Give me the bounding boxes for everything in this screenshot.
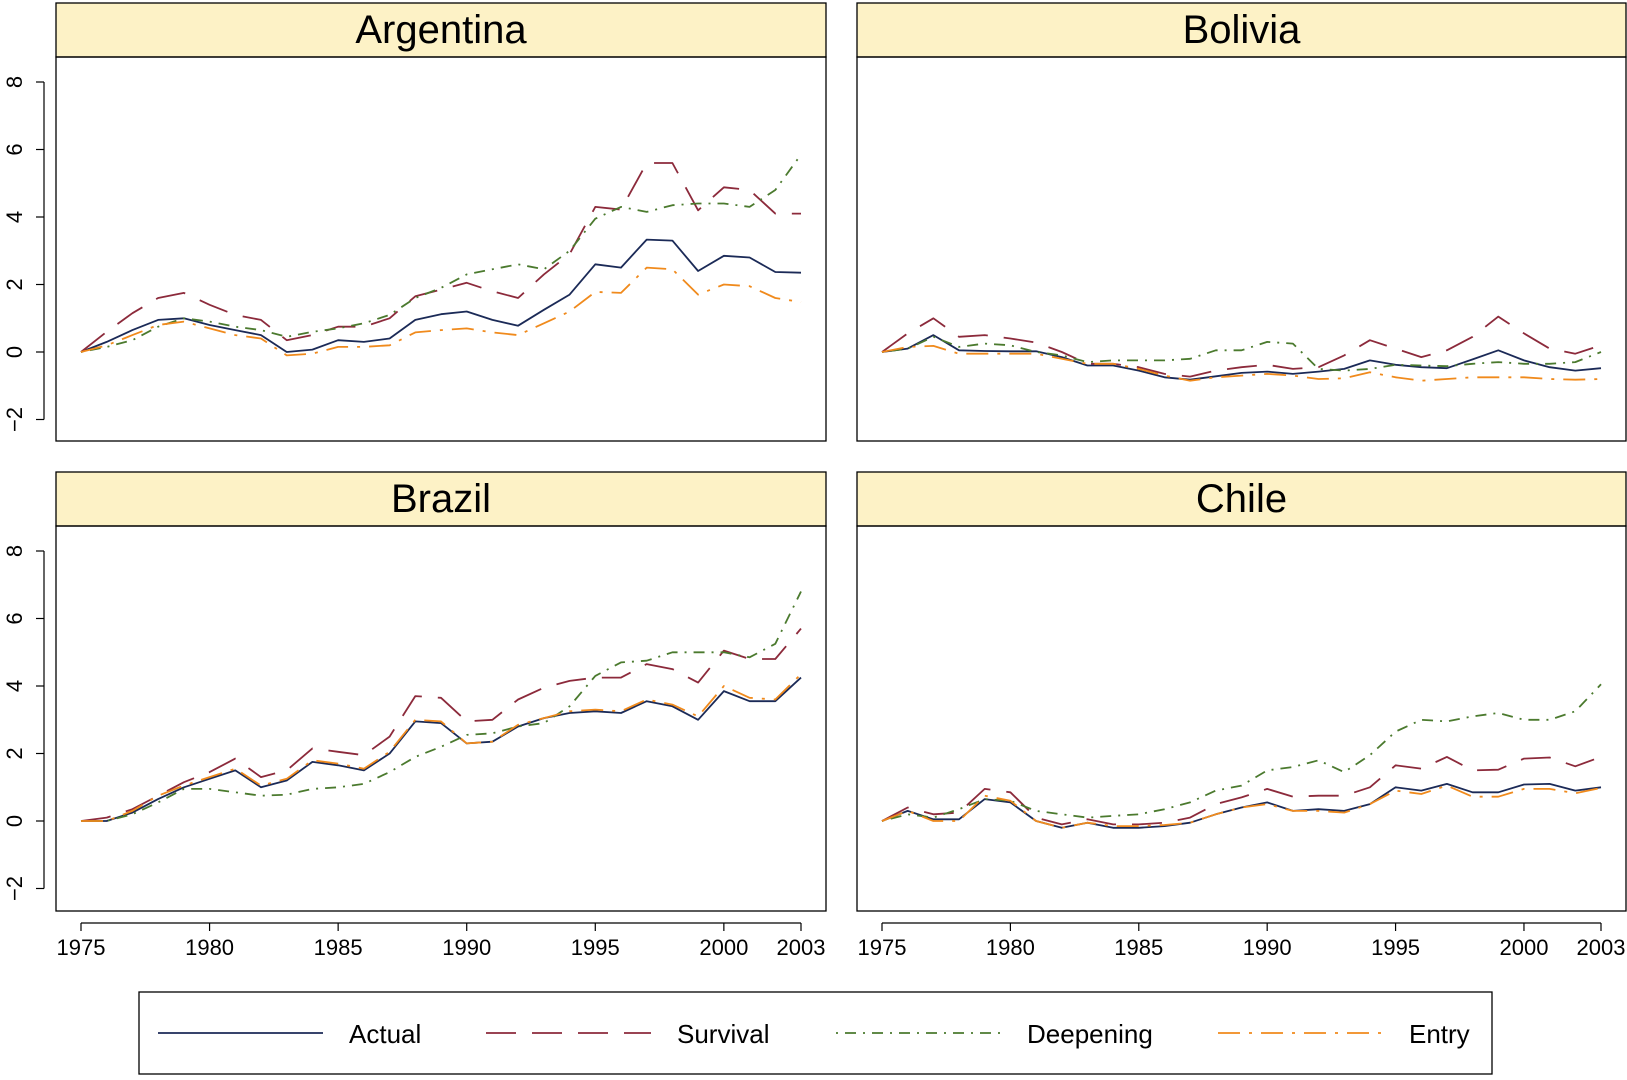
legend-label-actual: Actual (349, 1019, 421, 1049)
x-tick-label: 1990 (442, 935, 491, 960)
series-line-brazil-survival (80, 628, 802, 822)
panel-title-brazil: Brazil (391, 477, 491, 521)
series-line-brazil-entry (81, 673, 802, 822)
legend: Actual Survival Deepening Entry (138, 991, 1493, 1075)
x-tick-label: 1985 (1114, 935, 1163, 960)
series-line-argentina-actual (80, 238, 802, 353)
y-tick-label: 4 (2, 680, 27, 692)
y-tick-label: −2 (2, 876, 27, 901)
y-tick-label: 8 (2, 76, 27, 88)
x-tick-label: 1980 (185, 935, 234, 960)
x-tick-label: 1995 (1371, 935, 1420, 960)
series-line-brazil-actual (81, 676, 802, 822)
panel-strip-argentina (55, 2, 827, 58)
x-tick-label: 2000 (699, 935, 748, 960)
series-line-bolivia-survival (881, 315, 1602, 378)
x-tick-label: 2003 (1577, 935, 1626, 960)
series-line-chile-actual (881, 783, 1602, 829)
panel-strip-chile (856, 471, 1627, 527)
series-line-argentina-entry (80, 266, 802, 357)
panel-box-chile (856, 525, 1627, 912)
panel-title-argentina: Argentina (355, 8, 527, 52)
panel-box-bolivia (856, 56, 1627, 442)
x-tick-label: 1975 (57, 935, 106, 960)
y-tick-label: 2 (2, 278, 27, 290)
legend-label-deepening: Deepening (1027, 1019, 1153, 1049)
panel-title-bolivia: Bolivia (1183, 8, 1302, 52)
y-tick-label: −2 (2, 407, 27, 432)
legend-box (138, 991, 1493, 1075)
series-line-chile-deepening (881, 683, 1602, 822)
series-line-bolivia-entry (881, 344, 1602, 382)
y-tick-label: 6 (2, 143, 27, 155)
x-tick-label: 1995 (571, 935, 620, 960)
panel-chile: Chile 1975 1980 1985 1990 1995 2000 2003 (856, 471, 1627, 960)
x-tick-label: 1980 (986, 935, 1035, 960)
y-tick-label: 2 (2, 747, 27, 759)
panel-bolivia: Bolivia (856, 2, 1627, 442)
legend-label-survival: Survival (677, 1019, 769, 1049)
x-tick-label: 1990 (1243, 935, 1292, 960)
panel-title-chile: Chile (1196, 477, 1287, 521)
y-tick-label: 8 (2, 545, 27, 557)
series-line-chile-entry (881, 784, 1602, 829)
panel-strip-brazil (55, 471, 827, 527)
series-line-argentina-survival (80, 162, 801, 353)
series-line-bolivia-actual (881, 334, 1602, 381)
y-tick-label: 4 (2, 211, 27, 223)
x-tick-label: 2003 (777, 935, 826, 960)
panel-box-argentina (55, 56, 827, 442)
panel-argentina: Argentina −2 0 2 4 6 8 (2, 2, 827, 442)
y-tick-label: 0 (2, 346, 27, 358)
x-tick-label: 1985 (314, 935, 363, 960)
x-tick-label: 2000 (1499, 935, 1548, 960)
legend-label-entry: Entry (1409, 1019, 1470, 1049)
panel-strip-bolivia (856, 2, 1627, 58)
series-line-argentina-deepening (80, 154, 802, 353)
y-tick-label: 6 (2, 612, 27, 624)
y-tick-label: 0 (2, 815, 27, 827)
panel-brazil: Brazil −2 0 2 4 6 8 1975 1980 1985 1990 1995 2000 200… (2, 471, 827, 960)
series-line-bolivia-deepening (881, 335, 1602, 372)
panel-box-brazil (55, 525, 827, 912)
series-line-brazil-deepening (81, 591, 802, 822)
series-line-chile-survival (881, 756, 1602, 826)
x-tick-label: 1975 (858, 935, 907, 960)
